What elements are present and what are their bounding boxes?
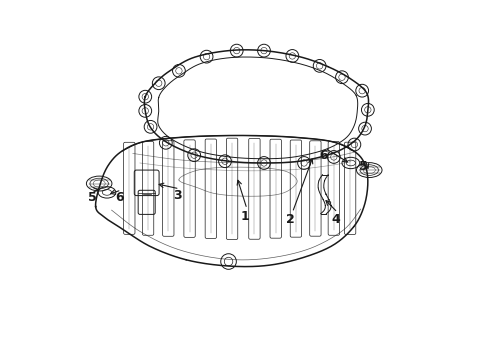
Text: 6: 6 bbox=[115, 190, 124, 203]
Text: 5: 5 bbox=[88, 190, 97, 203]
Text: 2: 2 bbox=[285, 213, 294, 226]
Text: 1: 1 bbox=[241, 210, 249, 222]
Text: 3: 3 bbox=[173, 189, 182, 202]
Text: 6: 6 bbox=[318, 149, 327, 162]
Text: 4: 4 bbox=[331, 213, 340, 226]
Text: 5: 5 bbox=[358, 160, 367, 173]
